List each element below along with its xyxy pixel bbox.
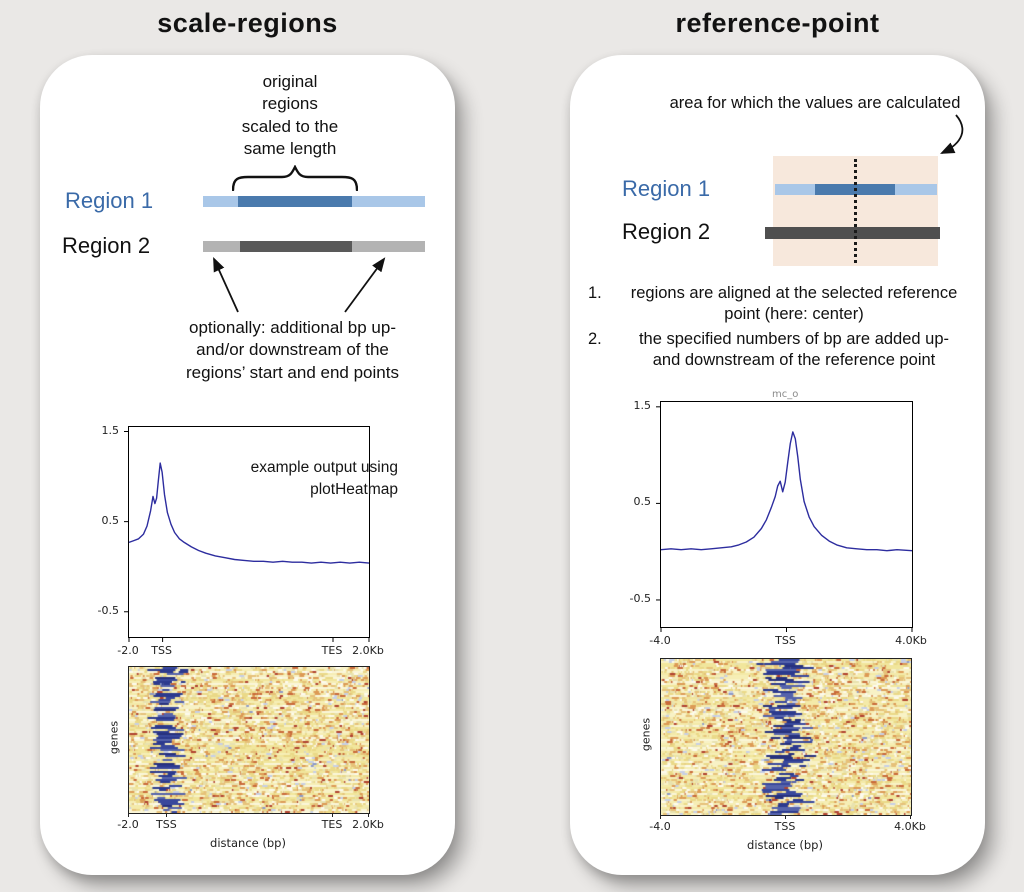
tick-label: 0.5 (101, 513, 120, 527)
numbered-list: 1. regions are aligned at the selected r… (588, 283, 970, 375)
profile-plot-area (656, 401, 913, 632)
axis-tick (128, 813, 129, 817)
tick-label: TSS (151, 644, 172, 657)
tick-label: 1.5 (101, 423, 120, 437)
scaled-regions-annotation: original regions scaled to the same leng… (241, 72, 339, 159)
tick-label: -0.5 (629, 591, 651, 605)
axis-tick (910, 815, 911, 819)
tick-label: TES (321, 818, 343, 831)
list-item-2-text: the specified numbers of bp are added up… (638, 329, 950, 370)
area-annotation: area for which the values are calculated (669, 94, 961, 112)
list-item-2: 2. the specified numbers of bp are added… (588, 329, 970, 372)
tick-label: distance (bp) (747, 838, 823, 852)
list-item-2-number: 2. (588, 329, 602, 348)
region1-bar (203, 196, 425, 207)
axis-tick (785, 815, 786, 819)
curly-brace (232, 165, 358, 191)
scale-regions-profile-plot: example output using plotHeatmap 1.5 0.5 -… (88, 416, 403, 666)
tick-label: genes (639, 717, 653, 752)
scale-regions-heatmap: -2.0 TSS TES 2.0Kb distance (bp) genes (88, 656, 403, 871)
tick-label: genes (107, 720, 121, 755)
list-item-1-text: regions are aligned at the selected refe… (630, 284, 958, 324)
plot-title-fragment: mc_o (772, 389, 799, 400)
optional-bp-annotation: optionally: additional bp up- and/or dow… (186, 318, 399, 382)
tick-label: -4.0 (649, 820, 671, 833)
tick-label: 2.0Kb (352, 818, 384, 831)
scale-regions-card: original regions scaled to the same leng… (40, 55, 455, 875)
tick-label: -4.0 (649, 634, 671, 647)
reference-point-profile-plot: mc_o 1.5 0.5 -0.5 -4.0 TSS 4.0Kb (620, 389, 955, 656)
right-panel-title: reference-point (675, 8, 880, 38)
axis-tick (166, 813, 168, 817)
tick-label: 1.5 (633, 398, 652, 412)
region1-label: Region 1 (65, 188, 154, 213)
heatmap-image (660, 658, 912, 816)
tick-label: 4.0Kb (894, 820, 926, 833)
profile-plot-area (124, 426, 370, 642)
reference-point-line (854, 159, 857, 263)
tick-label: 0.5 (633, 495, 652, 509)
axis-tick (660, 815, 661, 819)
region1-bar-core (238, 196, 352, 207)
tick-label: distance (bp) (210, 836, 286, 850)
tick-label: TSS (156, 818, 177, 831)
axis-tick (368, 813, 369, 817)
tick-label: -2.0 (117, 644, 139, 657)
tick-label: TES (321, 644, 343, 657)
tick-label: TSS (774, 820, 796, 833)
region2-bar (765, 227, 940, 239)
tick-label: TSS (775, 634, 796, 647)
left-panel-title: scale-regions (157, 8, 338, 38)
region2-bar (203, 241, 425, 252)
region1-label: Region 1 (622, 176, 711, 201)
tick-label: -0.5 (97, 603, 119, 617)
tick-label: 2.0Kb (352, 644, 384, 657)
heatmap-image (128, 666, 370, 814)
region2-label: Region 2 (62, 233, 151, 258)
region2-label: Region 2 (622, 219, 711, 244)
reference-point-card: area for which the values are calculated… (570, 55, 985, 875)
reference-point-heatmap: -4.0 TSS 4.0Kb distance (bp) genes (620, 648, 955, 873)
list-item-1-number: 1. (588, 284, 602, 302)
tick-label: -2.0 (117, 818, 139, 831)
tick-label: 4.0Kb (895, 634, 927, 647)
axis-tick (332, 813, 333, 817)
list-item-1: 1. regions are aligned at the selected r… (588, 283, 970, 326)
plot-note: example output using plotHeatmap (250, 459, 398, 499)
region2-bar-core (240, 241, 352, 252)
